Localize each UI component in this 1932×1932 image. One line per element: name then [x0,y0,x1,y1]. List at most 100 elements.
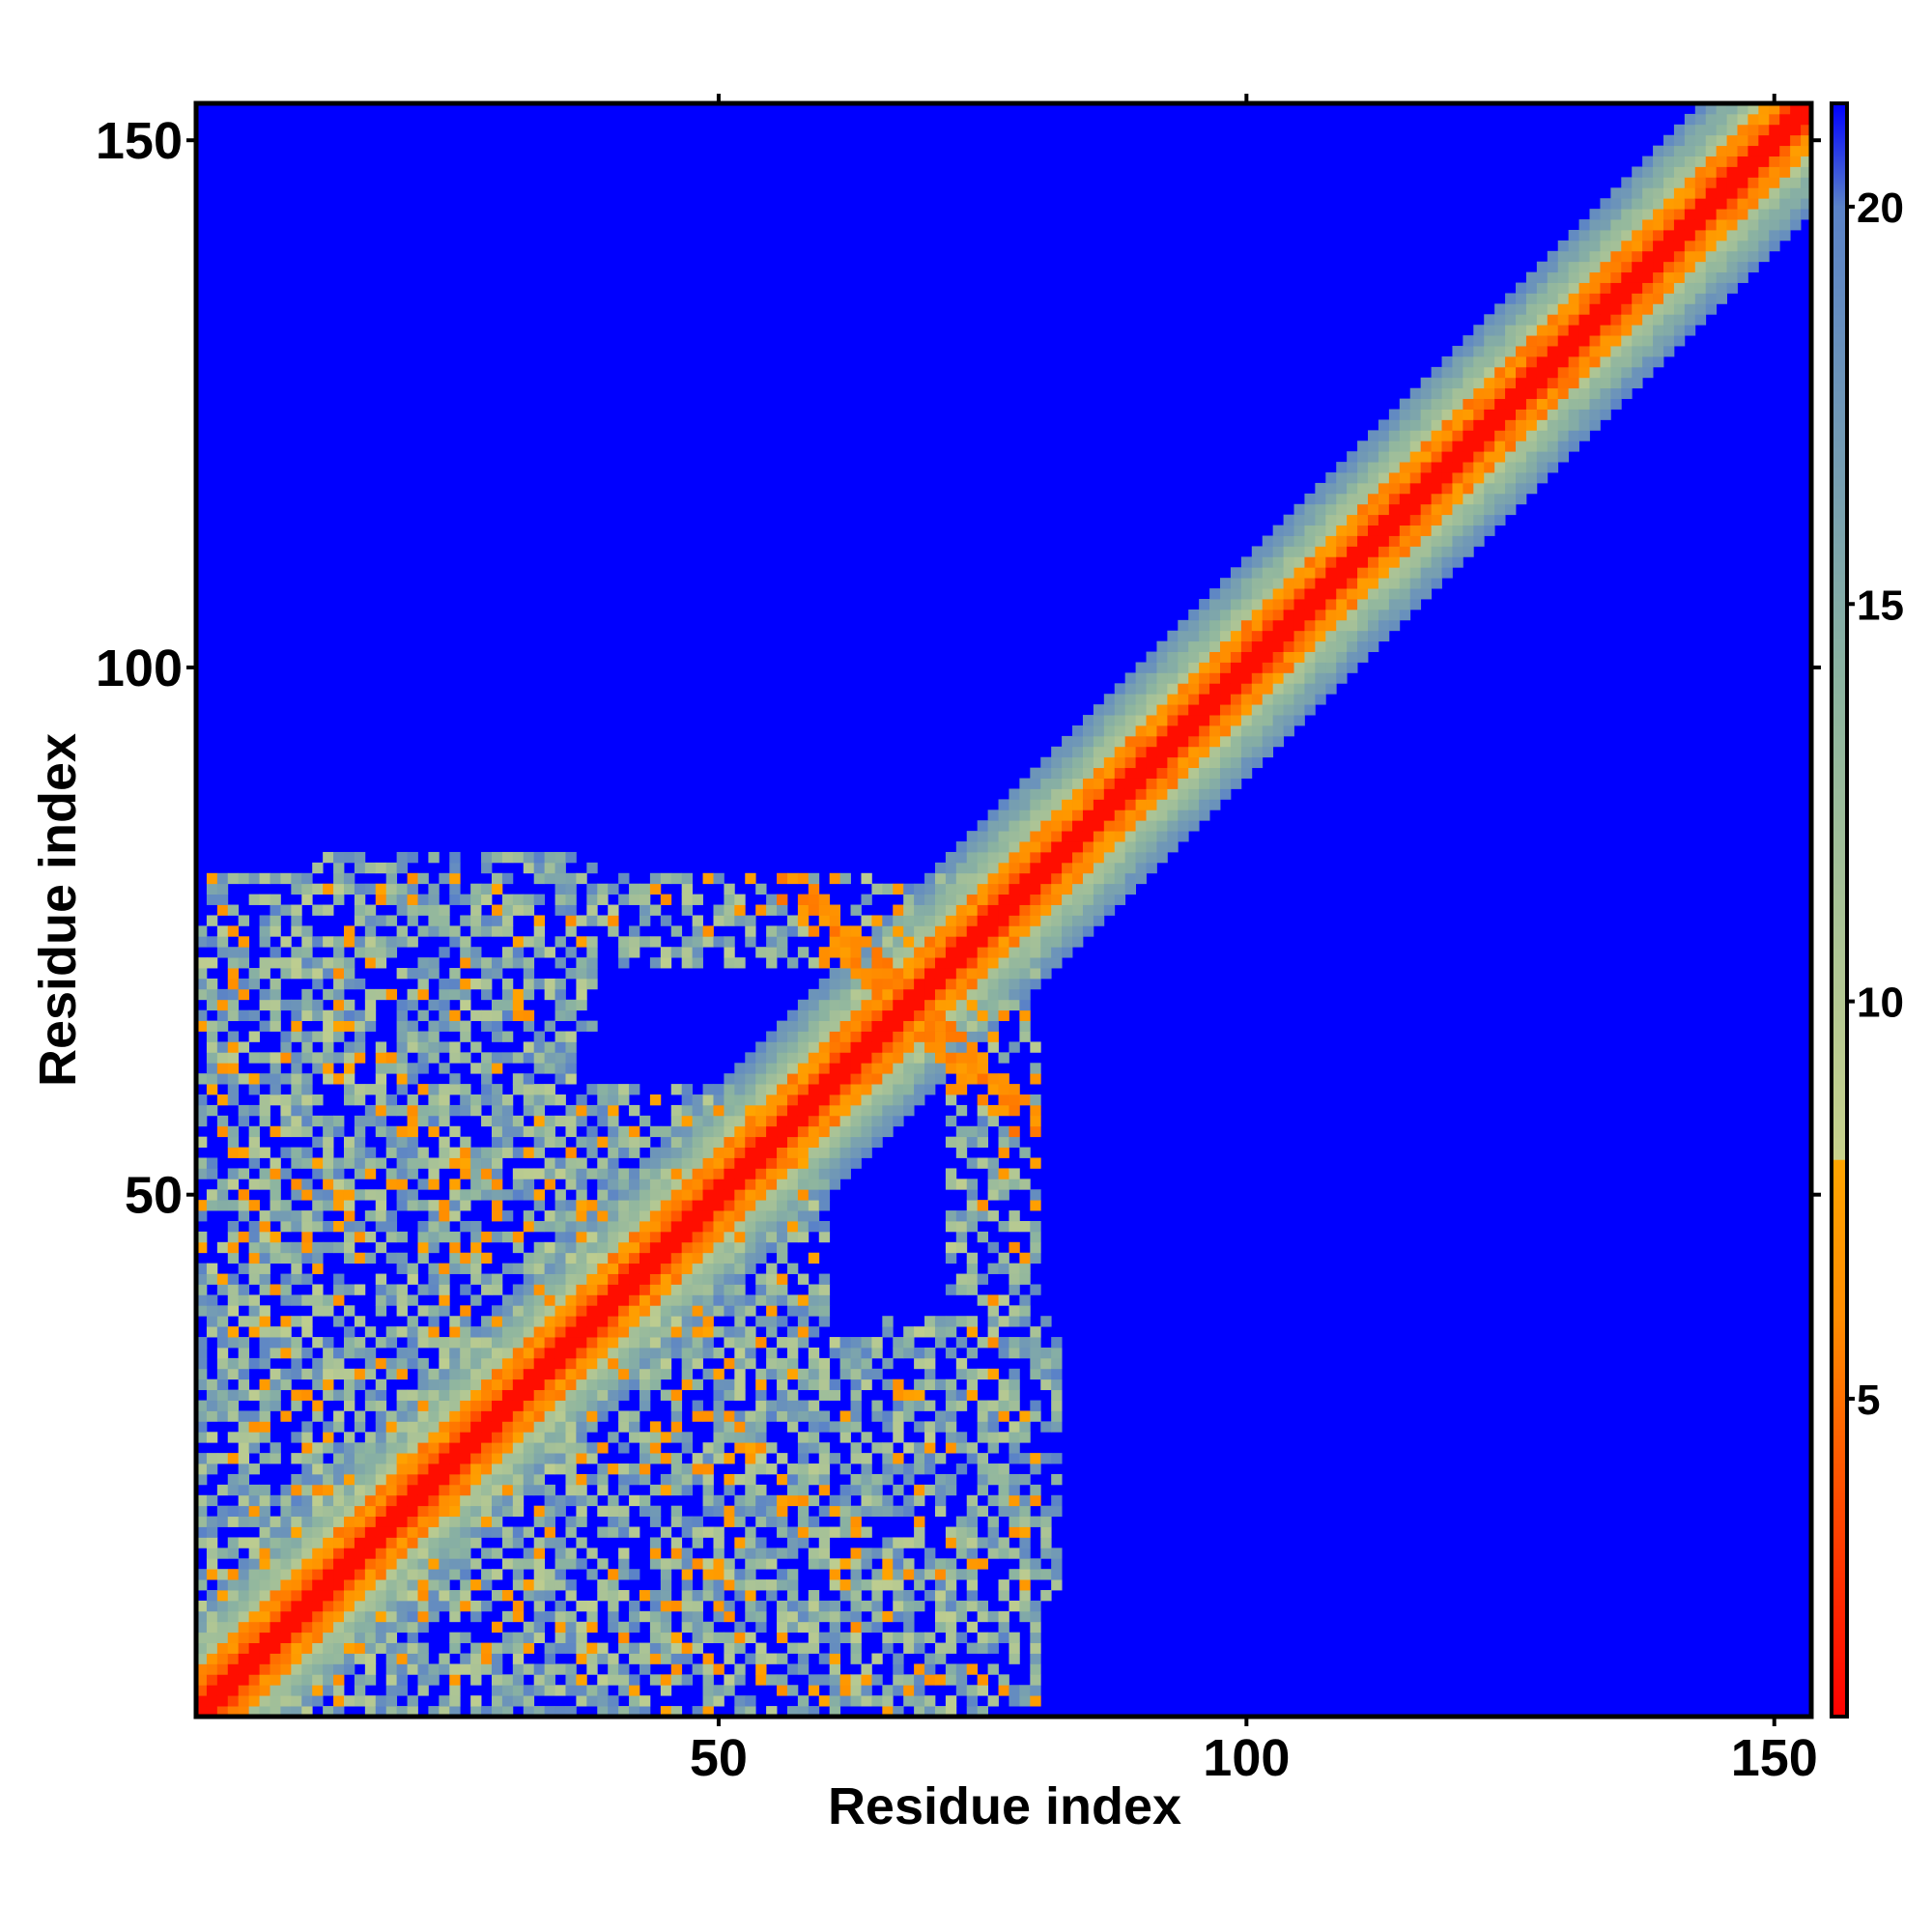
heatmap-cell [428,1674,440,1686]
heatmap-cell [312,1410,324,1422]
heatmap-cell [1019,1020,1031,1032]
heatmap-cell [724,915,735,926]
heatmap-cell [1135,767,1147,779]
heatmap-cell [470,1009,482,1022]
heatmap-cell [1114,756,1126,769]
heatmap-cell [987,936,999,948]
heatmap-cell [618,1316,630,1327]
heatmap-cell [1040,778,1052,789]
heatmap-cell [460,1389,471,1401]
heatmap-cell [649,1432,662,1443]
heatmap-cell [291,1685,302,1696]
heatmap-cell [1009,1094,1020,1106]
heatmap-cell [818,1674,831,1686]
heatmap-cell [734,1674,746,1686]
heatmap-cell [987,1294,999,1306]
heatmap-cell [428,1263,440,1274]
heatmap-cell [745,1569,756,1580]
heatmap-cell [259,1168,270,1179]
heatmap-cell [227,1400,240,1411]
heatmap-cell [501,1610,514,1623]
heatmap-cell [839,1610,851,1623]
heatmap-cell [745,872,756,885]
heatmap-cell [945,1210,957,1222]
heatmap-cell [924,872,936,885]
heatmap-cell [291,1516,302,1527]
heatmap-cell [670,1210,683,1222]
heatmap-cell [777,1610,788,1623]
heatmap-cell [1283,567,1294,579]
heatmap-cell [565,1031,577,1042]
heatmap-cell [227,904,240,916]
heatmap-cell [481,1094,493,1106]
heatmap-cell [554,1357,566,1370]
heatmap-cell [533,1400,546,1411]
heatmap-cell [491,1389,503,1401]
heatmap-cell [565,883,577,895]
heatmap-cell [323,1063,334,1074]
heatmap-cell [871,1621,883,1634]
heatmap-cell [501,1706,514,1718]
heatmap-cell [280,1569,292,1580]
heatmap-cell [987,1189,999,1201]
heatmap-cell [248,1305,260,1317]
heatmap-cell [597,1674,609,1686]
heatmap-cell [724,1252,735,1264]
heatmap-cell [385,1590,398,1602]
heatmap-cell [766,1273,778,1285]
heatmap-cell [1178,810,1189,821]
heatmap-cell [470,1432,482,1443]
heatmap-cell [533,1632,546,1643]
heatmap-cell [766,1558,778,1570]
heatmap-cell [977,1537,989,1548]
heatmap-cell [385,1252,398,1264]
heatmap-cell [639,1642,651,1654]
heatmap-cell [512,1326,525,1338]
heatmap-cell [1019,831,1031,842]
heatmap-cell [639,1368,651,1380]
heatmap-cell [343,1537,355,1548]
heatmap-cell [407,1326,418,1338]
heatmap-cell [724,1558,735,1570]
heatmap-cell [1304,599,1316,611]
heatmap-cell [417,1421,429,1433]
heatmap-cell [914,1685,925,1696]
heatmap-cell [554,1115,566,1127]
heatmap-cell [216,1052,229,1064]
heatmap-cell [1009,1210,1020,1222]
heatmap-cell [839,1590,851,1602]
heatmap-cell [1009,851,1020,864]
heatmap-cell [618,1241,630,1254]
heatmap-cell [586,894,598,905]
heatmap-cell [354,1337,366,1349]
heatmap-cell [544,1400,555,1411]
heatmap-cell [734,1263,746,1274]
heatmap-cell [660,1179,672,1190]
heatmap-cell [364,1548,377,1559]
heatmap-cell [238,1632,250,1643]
heatmap-cell [1304,514,1316,526]
heatmap-cell [227,925,240,937]
heatmap-cell [987,1442,999,1454]
heatmap-cell [1199,778,1210,789]
heatmap-cell [312,1674,324,1686]
heatmap-cell [216,1094,229,1106]
heatmap-cell [1178,788,1189,800]
heatmap-cell [501,1347,514,1359]
heatmap-cell [385,1537,398,1548]
heatmap-cell [871,1041,883,1053]
heatmap-cell [755,1284,767,1295]
heatmap-cell [1304,704,1316,716]
heatmap-cell [1209,799,1221,810]
heatmap-cell [396,1389,408,1401]
heatmap-cell [533,1410,546,1422]
heatmap-cell [1030,778,1041,789]
heatmap-cell [481,1368,493,1380]
heatmap-cell [586,904,598,916]
heatmap-cell [945,1558,957,1570]
heatmap-cell [818,947,831,958]
heatmap-cell [291,1389,302,1401]
heatmap-cell [1062,778,1073,789]
heatmap-cell [649,1305,662,1317]
heatmap-cell [1240,640,1253,652]
